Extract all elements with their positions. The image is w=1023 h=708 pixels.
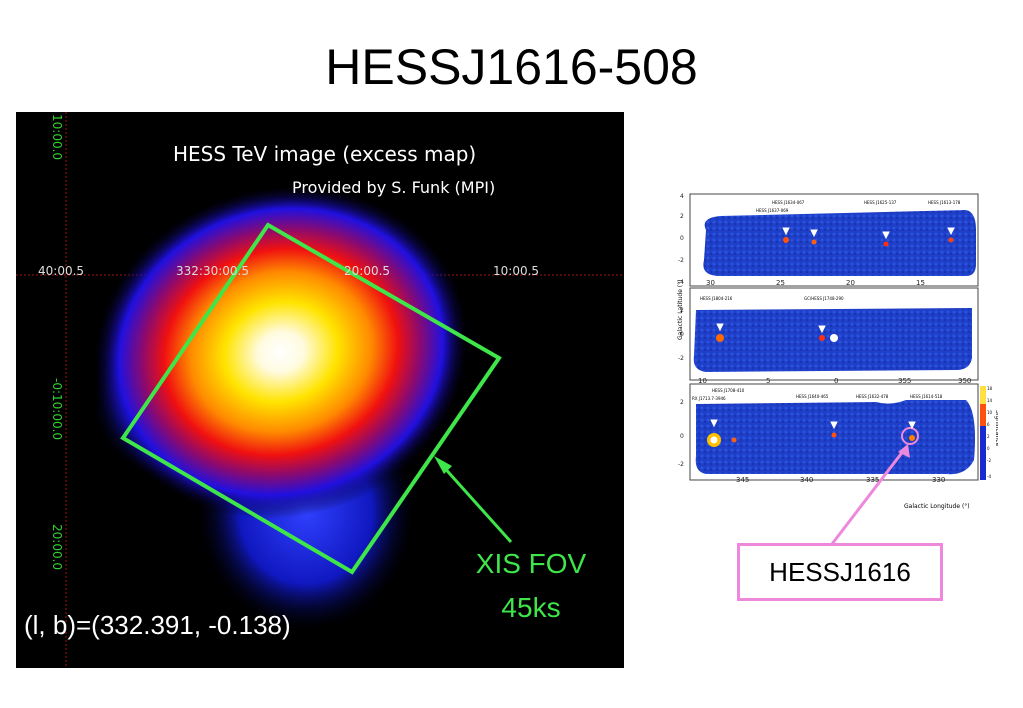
svg-text:0: 0 <box>680 433 684 440</box>
svg-text:2: 2 <box>987 434 990 439</box>
excess-map-image <box>16 112 624 668</box>
map-credit: Provided by S. Funk (MPI) <box>292 178 496 197</box>
svg-text:HESS J1637-069: HESS J1637-069 <box>756 208 789 213</box>
svg-text:4: 4 <box>680 193 684 200</box>
svg-text:HESS J1632-478: HESS J1632-478 <box>856 394 889 399</box>
svg-text:330: 330 <box>932 476 945 484</box>
svg-text:HESS J1634-067: HESS J1634-067 <box>772 200 805 205</box>
svg-text:-4: -4 <box>987 474 991 479</box>
svg-text:Galactic Longitude (°): Galactic Longitude (°) <box>904 503 970 510</box>
svg-text:HESS J1708-410: HESS J1708-410 <box>712 388 745 393</box>
svg-text:5: 5 <box>766 377 770 385</box>
svg-text:-4: -4 <box>678 279 684 286</box>
ra-tick-label: 10:00.5 <box>493 264 540 278</box>
xis-fov-label: XIS FOV <box>475 548 587 579</box>
hessj1616-callout: HESSJ1616 <box>737 543 943 601</box>
svg-text:6: 6 <box>987 422 990 427</box>
svg-text:HESS J1804-216: HESS J1804-216 <box>700 296 733 301</box>
ra-tick-label: 40:00.5 <box>38 264 85 278</box>
svg-text:18: 18 <box>987 386 993 391</box>
svg-text:0: 0 <box>680 235 684 242</box>
svg-text:25: 25 <box>776 279 785 287</box>
svg-text:15: 15 <box>916 279 925 287</box>
svg-text:20: 20 <box>846 279 855 287</box>
slide-title: HESSJ1616-508 <box>325 39 698 95</box>
svg-text:2: 2 <box>680 399 684 406</box>
svg-text:30: 30 <box>706 279 715 287</box>
svg-text:HESS J1640-465: HESS J1640-465 <box>796 394 829 399</box>
svg-text:-2: -2 <box>678 355 684 362</box>
xis-exposure-label: 45ks <box>501 592 561 623</box>
svg-text:-2: -2 <box>987 458 991 463</box>
svg-text:340: 340 <box>800 476 813 484</box>
svg-text:0: 0 <box>834 377 838 385</box>
svg-text:10: 10 <box>698 377 707 385</box>
svg-text:0: 0 <box>680 331 684 338</box>
hess-galactic-survey: 4 2 0 -2 -4 2 0 -2 2 0 -2 30 25 20 15 10 5 0 355 350 34… <box>676 190 1001 520</box>
ra-tick-label: 332:30:00.5 <box>176 264 249 278</box>
map-caption: HESS TeV image (excess map) <box>173 142 477 166</box>
svg-text:HESS J1625-137: HESS J1625-137 <box>864 200 897 205</box>
svg-text:Galactic Latitude (°): Galactic Latitude (°) <box>677 280 684 340</box>
svg-text:10: 10 <box>987 410 993 415</box>
ra-tick-label: 20:00.5 <box>344 264 391 278</box>
svg-text:335: 335 <box>866 476 879 484</box>
svg-text:0: 0 <box>987 446 990 451</box>
svg-text:350: 350 <box>958 377 971 385</box>
svg-text:-2: -2 <box>678 257 684 264</box>
svg-text:HESS J1614-518: HESS J1614-518 <box>910 394 943 399</box>
svg-text:Significance: Significance <box>994 410 998 447</box>
survey-plot: 420-2-4 20-2 20-2 30 25 20 15 10 5 0 355 350 34… <box>677 193 1001 510</box>
svg-text:2: 2 <box>680 213 684 220</box>
svg-text:GC/HESS J1748-290: GC/HESS J1748-290 <box>804 296 844 301</box>
svg-text:355: 355 <box>898 377 911 385</box>
svg-text:14: 14 <box>987 398 993 403</box>
svg-text:-2: -2 <box>678 461 684 468</box>
galactic-coordinates: (l, b)=(332.391, -0.138) <box>24 610 291 640</box>
tev-excess-map: HESS TeV image (excess map) Provided by … <box>16 112 624 668</box>
svg-text:RX J1713.7-3946: RX J1713.7-3946 <box>692 396 726 401</box>
svg-text:2: 2 <box>680 307 684 314</box>
svg-text:345: 345 <box>736 476 749 484</box>
svg-text:HESS J1613-178: HESS J1613-178 <box>928 200 961 205</box>
